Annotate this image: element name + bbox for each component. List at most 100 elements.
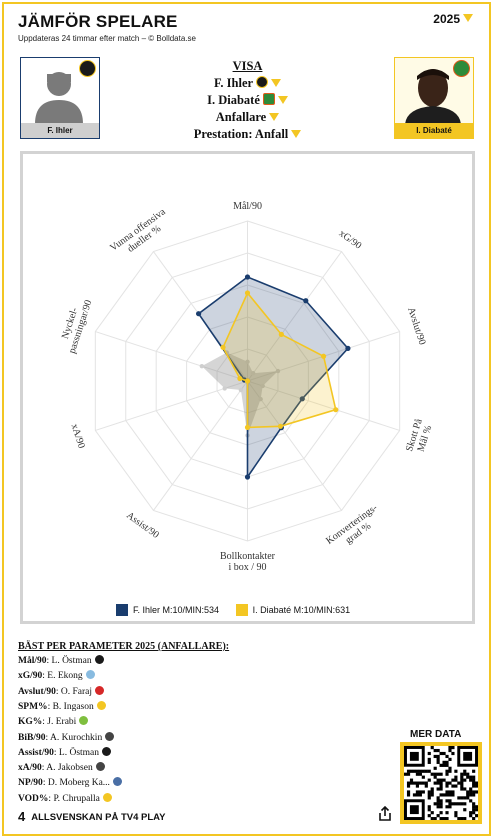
club-logo-icon: [105, 731, 115, 741]
player-name-left: F. Ihler: [21, 123, 99, 138]
best-param: KG%: [18, 717, 43, 728]
radar-chart-box: Mål/90 xG/90 Avslut/90 Skott PåMål % Konvert…: [20, 151, 475, 624]
axis-label: Vunna offensivadueller %: [108, 206, 168, 255]
series-area: [201, 352, 278, 436]
best-player: E. Ekong: [47, 671, 83, 682]
axis-label-text: Konverterings-grad %: [324, 502, 386, 555]
data-point: [278, 331, 284, 338]
club-logo-icon: [453, 60, 470, 77]
grid-spoke: [95, 380, 248, 431]
footer[interactable]: 4 ALLSVENSKAN PÅ TV4 PLAY: [18, 809, 166, 824]
grid-spoke: [247, 251, 342, 382]
prestation-selector[interactable]: Prestation: Anfall: [150, 127, 345, 142]
chevron-down-icon: [271, 79, 282, 87]
club-logo-icon: [85, 670, 95, 680]
data-point: [244, 424, 251, 430]
series-area: [222, 291, 337, 429]
avatar-placeholder-icon: [35, 72, 83, 124]
tv4-logo-icon: 4: [18, 809, 26, 824]
best-row: SPM%: B. Ingason: [18, 700, 106, 712]
best-player: L. Östman: [58, 747, 100, 758]
data-point: [303, 298, 309, 304]
visa-label: VISA: [232, 59, 263, 73]
footer-text: ALLSVENSKAN PÅ TV4 PLAY: [31, 812, 166, 823]
best-player: A. Jakobsen: [46, 763, 93, 774]
axis-label-text: Skott PåMål %: [404, 417, 435, 456]
legend-item-left[interactable]: F. Ihler M:10/MIN:534: [116, 604, 219, 616]
best-per-parameter-title: BÄST PER PARAMETER 2025 (ANFALLARE):: [18, 641, 230, 652]
grid-spoke: [247, 380, 400, 431]
year-label: 2025: [433, 12, 460, 26]
best-player: A. Kurochkin: [49, 732, 103, 743]
player-name-right: I. Diabaté: [395, 123, 473, 138]
qr-code-icon: [404, 746, 478, 820]
axis-label: Avslut/90: [405, 306, 427, 346]
chevron-down-icon: [277, 96, 288, 104]
page-title: JÄMFÖR SPELARE: [18, 12, 178, 31]
qr-code[interactable]: [400, 742, 482, 824]
club-logo-icon: [102, 792, 112, 802]
player2-label: I. Diabaté: [207, 93, 260, 107]
prestation-label: Prestation: Anfall: [193, 127, 289, 141]
chevron-down-icon: [463, 14, 473, 22]
best-row: xG/90: E. Ekong: [18, 670, 95, 681]
year-selector[interactable]: 2025: [433, 12, 473, 26]
data-point: [220, 344, 226, 350]
player-card-right[interactable]: I. Diabaté: [394, 57, 474, 139]
best-param: BiB/90: [18, 732, 46, 743]
data-point: [199, 363, 205, 369]
data-point: [320, 353, 327, 359]
player1-label: F. Ihler: [213, 76, 254, 90]
axis-label-text: xG/90: [337, 228, 364, 252]
grid-spoke: [95, 331, 248, 382]
best-param: VOD%: [18, 793, 49, 804]
data-point: [345, 345, 351, 351]
club-logo-icon: [79, 716, 89, 726]
axis-label: Mål/90: [233, 201, 262, 212]
data-point: [237, 375, 243, 382]
data-point: [244, 274, 251, 280]
axis-label: xA/90: [69, 423, 87, 450]
club-logo-icon: [95, 762, 105, 772]
club-logo-icon: [96, 700, 106, 710]
axis-label: Konverterings-grad %: [324, 502, 386, 555]
mer-data-label: MER DATA: [410, 729, 462, 740]
data-point: [299, 396, 305, 402]
axis-label: Skott PåMål %: [404, 417, 435, 456]
club-logo-icon: [94, 655, 104, 664]
axis-label-text: Bollkontakter i box / 90: [220, 551, 276, 573]
best-row: xA/90: A. Jakobsen: [18, 762, 105, 773]
axis-label-text: xA/90: [69, 423, 87, 450]
data-point: [222, 386, 227, 391]
legend-label: I. Diabaté M:10/MIN:631: [252, 605, 351, 615]
best-player: L. Östman: [51, 656, 92, 666]
club-logo-icon: [102, 746, 112, 756]
data-point: [244, 290, 251, 296]
legend-item-right[interactable]: I. Diabaté M:10/MIN:631: [235, 604, 351, 616]
best-row: KG%: J. Erabi: [18, 716, 89, 728]
player-card-left[interactable]: F. Ihler: [20, 57, 100, 139]
data-point: [244, 378, 251, 384]
share-icon[interactable]: [378, 806, 392, 822]
axis-label: Nyckel-passningar/90: [56, 295, 94, 355]
data-point: [250, 371, 256, 376]
axis-label-text: Mål/90: [233, 201, 262, 212]
axis-label-text: Nyckel-passningar/90: [56, 295, 94, 355]
axis-label: xG/90: [337, 228, 364, 252]
position-selector[interactable]: Anfallare: [150, 110, 345, 125]
data-point: [258, 396, 263, 402]
player1-selector[interactable]: F. Ihler: [150, 76, 345, 91]
legend-swatch: [235, 604, 248, 616]
player2-selector[interactable]: I. Diabaté: [150, 93, 345, 108]
best-player: B. Ingason: [52, 701, 94, 712]
data-point: [275, 368, 281, 374]
best-row: Avslut/90: O. Faraj: [18, 685, 104, 697]
club-logo-icon: [95, 685, 104, 695]
best-player: O. Faraj: [60, 686, 92, 697]
best-row: VOD%: P. Chrupalla: [18, 792, 112, 804]
best-row: NP/90: D. Moberg Ka...: [18, 777, 122, 788]
page-subtitle: Uppdateras 24 timmar efter match – © Bol…: [18, 34, 196, 43]
axis-label: Assist/90: [124, 510, 161, 541]
best-param: SPM%: [18, 701, 48, 712]
grid-spoke: [247, 380, 342, 511]
